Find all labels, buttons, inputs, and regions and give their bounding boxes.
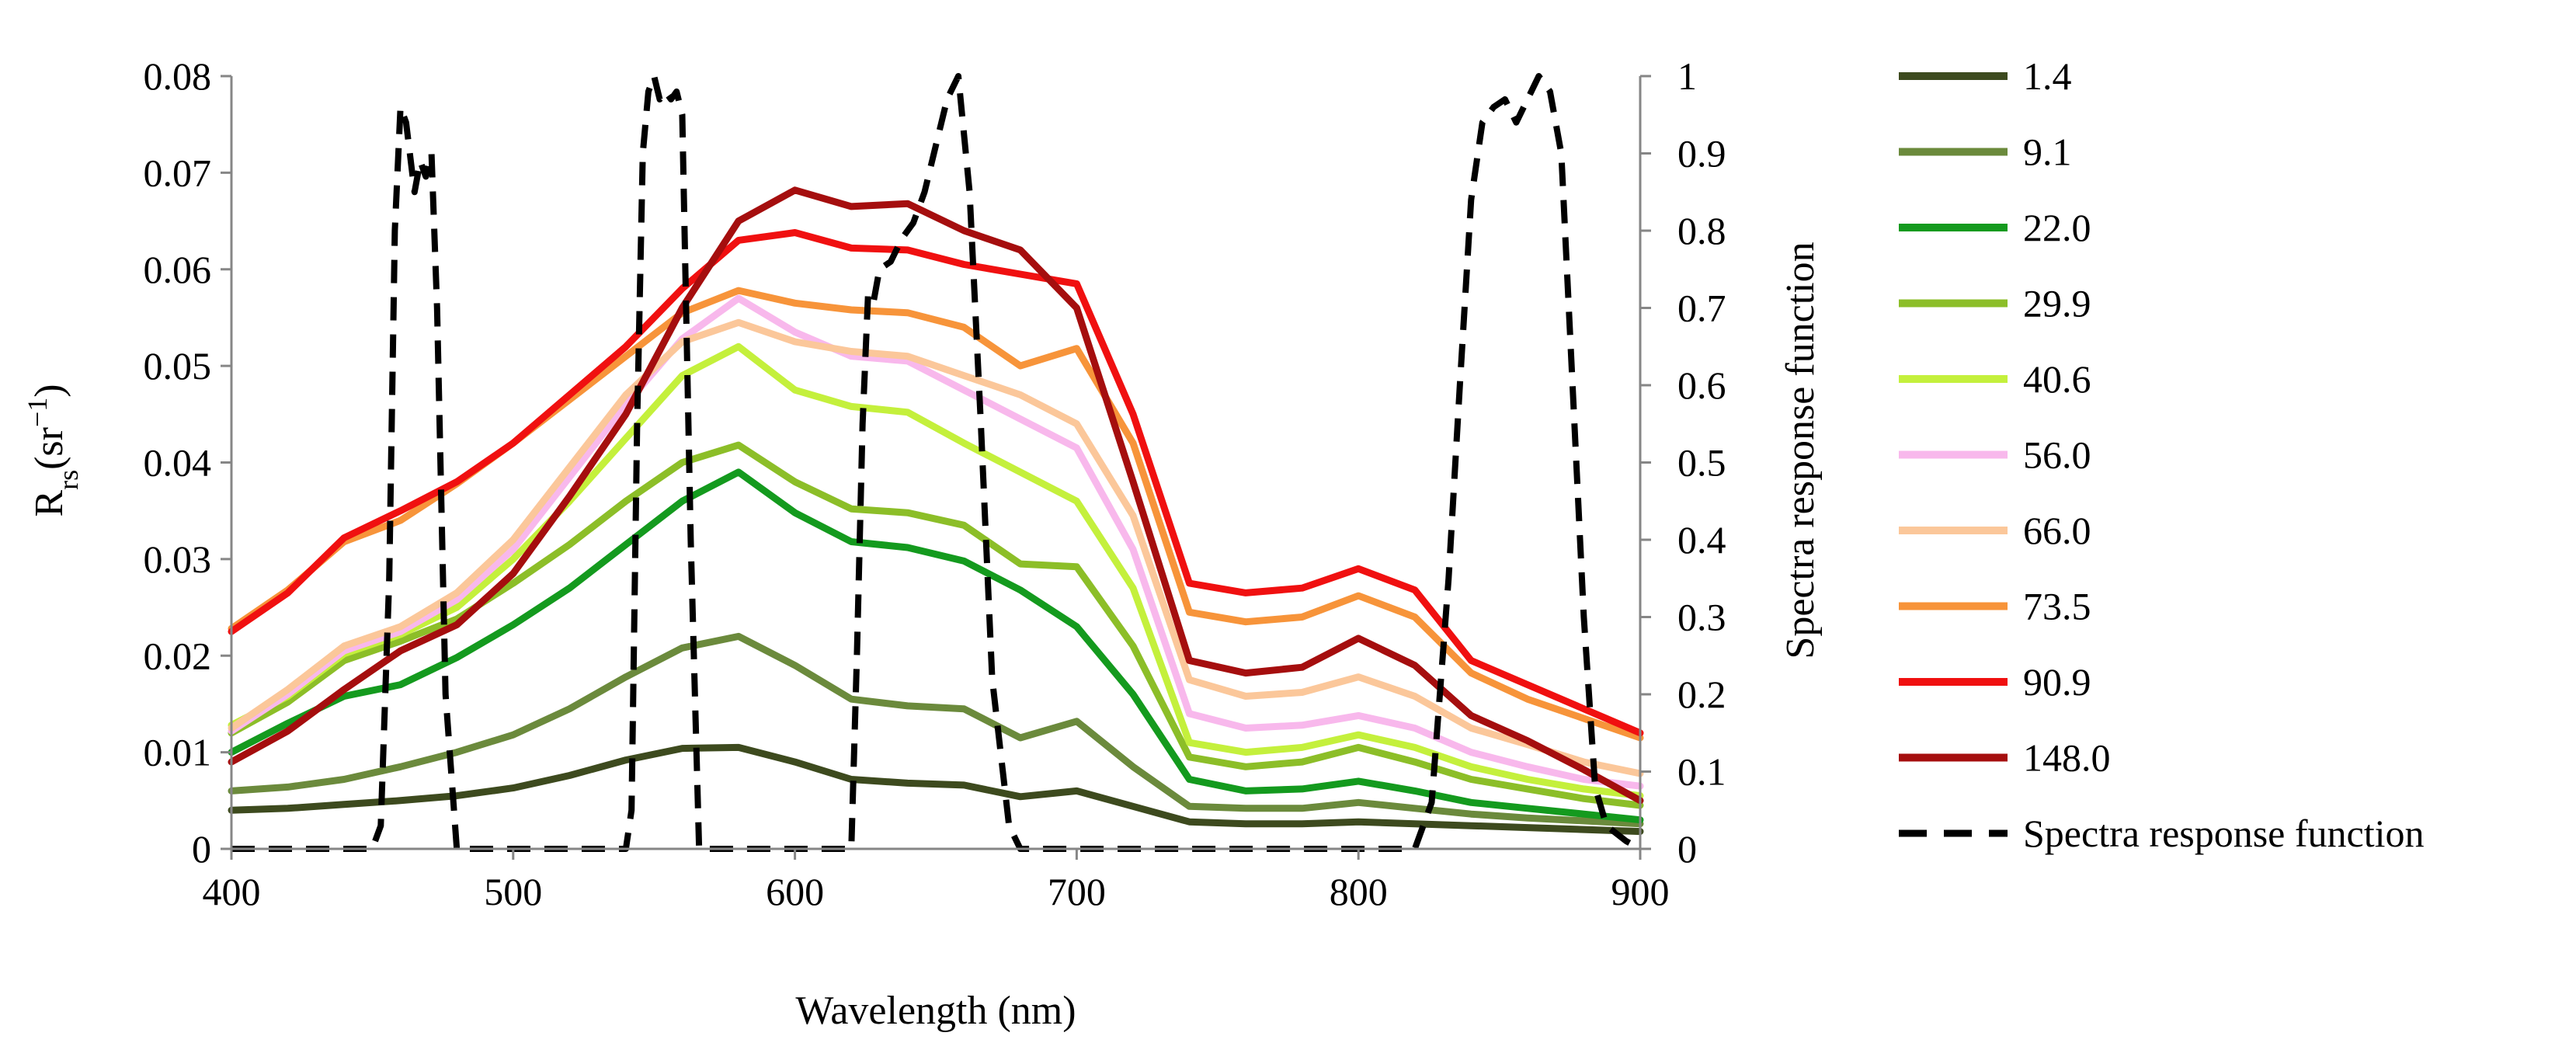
x-tick-label: 700 (1048, 870, 1106, 913)
series-line-66-0 (228, 318, 1644, 777)
legend-label: 148.0 (2023, 736, 2111, 780)
x-tick-label: 800 (1330, 870, 1388, 913)
y-tick-label: 0.05 (144, 344, 212, 388)
y2-tick-label: 0.6 (1677, 363, 1726, 407)
series-line-22-0 (228, 468, 1644, 824)
y-tick-label: 0 (192, 827, 211, 871)
x-tick-label: 400 (203, 870, 261, 913)
y-tick-label: 0.07 (144, 151, 212, 194)
y-tick-label: 0.01 (144, 731, 212, 774)
legend-label: 56.0 (2023, 433, 2091, 477)
x-tick-label: 900 (1611, 870, 1670, 913)
y2-tick-label: 0.1 (1677, 750, 1726, 794)
legend: 1.4 9.1 22.0 29.9 40.6 56.0 66.0 73.5 90.9 148.0 S… (1899, 54, 2425, 855)
y-axis-title-unit-close: ) (27, 384, 71, 397)
series-line-9-1 (228, 632, 1644, 828)
axes: 400 500 600 700 800 90000.010.020.030.040.050… (144, 54, 1726, 913)
series-line-56-0 (228, 294, 1644, 790)
legend-label: 1.4 (2023, 54, 2072, 98)
y2-axis-title: Spectra response function (1778, 242, 1823, 659)
legend-label: 40.6 (2023, 357, 2091, 401)
y2-tick-label: 0.4 (1677, 518, 1726, 562)
y2-tick-label: 1 (1677, 54, 1697, 98)
y2-tick-label: 0.2 (1677, 673, 1726, 716)
x-tick-label: 600 (766, 870, 824, 913)
x-axis-title: Wavelength (nm) (795, 989, 1076, 1033)
y2-tick-label: 0 (1677, 827, 1697, 871)
legend-label: 90.9 (2023, 660, 2091, 704)
series-line-1-4 (228, 743, 1644, 836)
y-axis-title-unit-sup: −1 (22, 398, 53, 427)
y-axis-title: Rrs(sr−1) (22, 384, 84, 516)
y-tick-label: 0.03 (144, 537, 212, 581)
y-tick-label: 0.08 (144, 54, 212, 98)
y2-tick-label: 0.9 (1677, 132, 1726, 176)
y-tick-label: 0.02 (144, 634, 212, 677)
y-axis-title-sub: rs (53, 470, 84, 490)
y-axis-title-unit-open: (sr (27, 427, 71, 470)
y-axis-title-main: R (27, 490, 71, 517)
series-line-90-9 (228, 229, 1644, 737)
y2-tick-label: 0.8 (1677, 209, 1726, 252)
x-tick-label: 500 (484, 870, 542, 913)
series-line-148-0 (228, 186, 1644, 805)
legend-label: 22.0 (2023, 206, 2091, 249)
series-line-40-6 (228, 342, 1644, 800)
legend-label: 73.5 (2023, 585, 2091, 628)
plot-area (228, 73, 1644, 852)
legend-label: 9.1 (2023, 130, 2072, 174)
y-tick-label: 0.06 (144, 248, 212, 291)
y2-tick-label: 0.7 (1677, 287, 1726, 330)
y2-tick-label: 0.3 (1677, 596, 1726, 639)
legend-label: 66.0 (2023, 509, 2091, 552)
y-tick-label: 0.04 (144, 441, 212, 485)
legend-label-response: Spectra response function (2023, 812, 2425, 855)
series-line-73-5 (228, 287, 1644, 742)
y2-tick-label: 0.5 (1677, 441, 1726, 485)
response-function-line (231, 73, 1642, 852)
legend-label: 29.9 (2023, 282, 2091, 325)
